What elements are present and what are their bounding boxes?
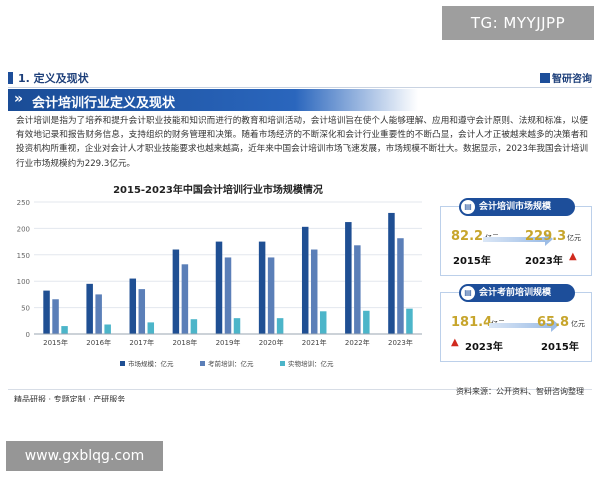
exam-training-card: ▤ 会计考前培训规模 181.4 亿元 ▲ 2023年 65.8 亿元 2015… [440, 284, 592, 362]
x-tick-label: 2020年 [259, 338, 284, 347]
bar [215, 241, 223, 334]
title-banner: » 会计培训行业定义及现状 [8, 89, 418, 111]
y-tick-label: 250 [17, 199, 30, 207]
site-url-watermark-tag: www.gxblqg.com [6, 441, 163, 471]
exam-training-card-title: 会计考前培训规模 [479, 288, 552, 298]
bar [181, 264, 189, 334]
card2-to-value: 65.8 [537, 315, 570, 330]
section-marker-icon [8, 72, 13, 84]
bar [276, 318, 284, 334]
arrow-right-icon [489, 318, 559, 332]
bar [95, 294, 102, 334]
card1-to-value: 229.3 [525, 229, 567, 244]
bar [319, 311, 327, 334]
bar [258, 241, 266, 334]
x-tick-label: 2021年 [302, 338, 327, 347]
card1-from-value: 82.2 [451, 229, 484, 244]
chart-title: 2015-2023年中国会计培训行业市场规模情况 [113, 185, 323, 196]
market-size-card-title: 会计培训市场规模 [479, 202, 552, 212]
x-tick-label: 2015年 [43, 338, 68, 347]
bar [147, 322, 155, 334]
bar [172, 249, 180, 334]
legend-swatch [120, 361, 125, 366]
bar [267, 257, 275, 334]
legend-swatch [200, 361, 205, 366]
arrow-right-icon [483, 232, 553, 246]
bar [397, 238, 404, 334]
legend-label: 市场规模：亿元 [128, 359, 174, 368]
legend-label: 考前培训：亿元 [208, 359, 254, 368]
brand-logo: 智研咨询 [540, 70, 592, 85]
bar [104, 324, 111, 334]
exam-training-card-header: ▤ 会计考前培训规模 [459, 284, 575, 302]
bar [388, 212, 395, 334]
bar [310, 249, 318, 334]
footer-source: 资料来源：公开资料、智研咨询整理 [456, 387, 584, 396]
brand-name: 智研咨询 [552, 74, 592, 85]
y-tick-label: 150 [17, 252, 30, 260]
bar [233, 318, 241, 334]
market-size-card-header: ▤ 会计培训市场规模 [459, 198, 575, 216]
brand-mark-icon [540, 73, 550, 83]
bar [129, 278, 137, 334]
x-tick-label: 2017年 [129, 338, 154, 347]
bar [406, 308, 413, 334]
chart-icon: ▤ [461, 286, 475, 300]
footer-divider [8, 389, 592, 390]
y-tick-label: 50 [21, 305, 30, 313]
card2-to-year: 2015年 [541, 342, 579, 353]
x-tick-label: 2019年 [216, 338, 241, 347]
bar [61, 326, 68, 334]
card1-to-year: 2023年 [525, 256, 563, 267]
bar [363, 310, 370, 334]
bar [354, 245, 361, 334]
bar [43, 290, 50, 334]
bar [345, 222, 352, 334]
section-header: 1. 定义及现状 智研咨询 [8, 69, 592, 88]
card1-to-unit: 亿元 [567, 234, 581, 242]
x-tick-label: 2022年 [345, 338, 370, 347]
legend-label: 实物培训：亿元 [288, 359, 334, 368]
card2-from-value: 181.4 [451, 315, 493, 330]
legend-swatch [280, 361, 285, 366]
x-tick-label: 2016年 [86, 338, 111, 347]
footer-services: 精品研报 · 专题定制 · 产研服务 [14, 395, 126, 404]
description-paragraph: 会计培训是指为了培养和提升会计职业技能和知识而进行的教育和培训活动，会计培训旨在… [16, 116, 588, 169]
section-title: 1. 定义及现状 [18, 72, 89, 85]
bar [138, 289, 146, 334]
chart-icon: ▤ [461, 200, 475, 214]
red-up-arrow-icon: ▲ [451, 337, 459, 348]
double-chevron-icon: » [14, 91, 24, 107]
bar [301, 226, 309, 334]
card2-from-year: 2023年 [465, 342, 503, 353]
bar [190, 319, 198, 334]
card2-to-unit: 亿元 [571, 320, 585, 328]
y-tick-label: 100 [17, 278, 30, 286]
card1-from-year: 2015年 [453, 256, 491, 267]
red-up-arrow-icon: ▲ [569, 251, 577, 262]
market-size-bar-chart: 0 50 100 150 200 250 2015年 2016年 2017年 2018年 2019年… [17, 199, 422, 368]
x-tick-label: 2023年 [388, 338, 413, 347]
bar [224, 257, 232, 334]
market-size-card: ▤ 会计培训市场规模 82.2 亿元 2015年 229.3 亿元 2023年 … [440, 198, 592, 276]
telegram-watermark-tag: TG: MYYJJPP [442, 6, 594, 40]
bar [86, 283, 93, 334]
y-tick-label: 0 [26, 331, 30, 339]
x-tick-label: 2018年 [172, 338, 197, 347]
bar [52, 299, 59, 334]
banner-title: 会计培训行业定义及现状 [32, 96, 176, 111]
y-tick-label: 200 [17, 225, 30, 233]
